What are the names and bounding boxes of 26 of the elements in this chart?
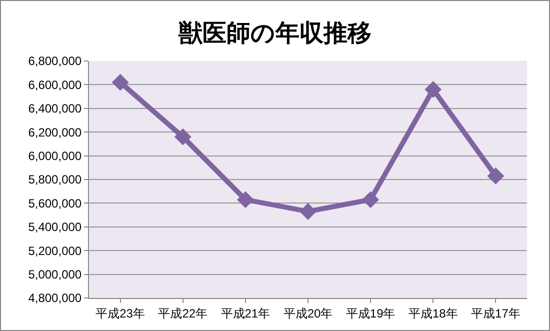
y-tick-label: 5,600,000 [28,196,82,210]
point [236,191,254,208]
x-tick-label: 平成21年 [220,306,270,320]
y-tick-label: 6,800,000 [28,54,82,68]
x-tick-label: 平成22年 [158,306,208,320]
point [174,128,192,146]
x-tick-label: 平成23年 [96,306,145,320]
point [487,167,504,184]
chart-title: 獣医師の年収推移 [178,18,372,47]
y-tick-label: 5,400,000 [28,220,82,234]
x-tick-label: 平成20年 [283,306,333,320]
y-tick-label: 6,200,000 [28,125,82,140]
x-tick-label: 平成18年 [408,306,458,320]
y-tick-label: 5,200,000 [28,244,82,258]
point [112,74,129,91]
x-tick-label: 平成17年 [471,306,520,320]
y-tick-label: 6,400,000 [28,102,82,116]
y-tick-label: 6,000,000 [28,149,82,163]
y-tick-label: 6,600,000 [28,78,82,92]
y-tick-label: 5,800,000 [28,172,82,187]
point [362,191,380,208]
point [424,80,442,98]
point [300,203,316,220]
y-tick-label: 5,000,000 [28,268,82,282]
y-tick-label: 4,800,000 [28,291,82,306]
x-tick-label: 平成19年 [346,306,396,320]
